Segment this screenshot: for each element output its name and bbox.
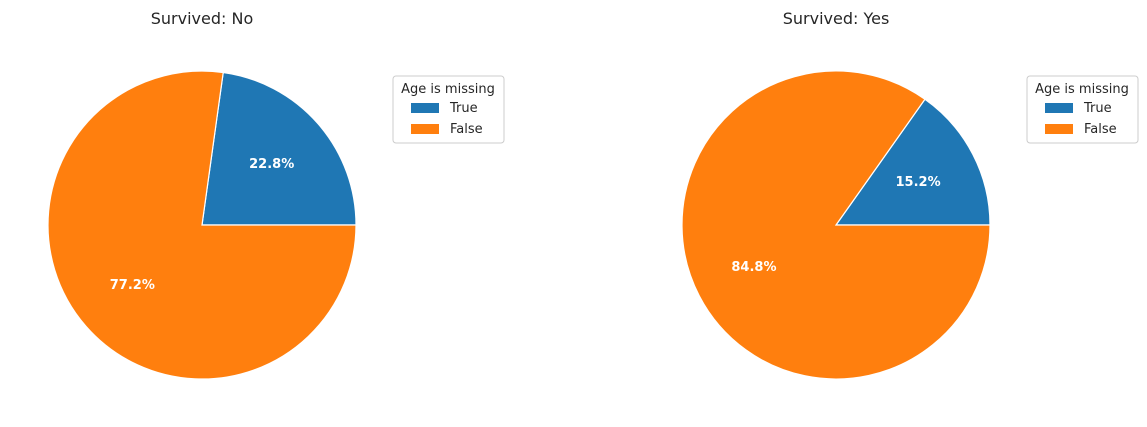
pie-percent-label: 77.2%	[110, 278, 155, 293]
legend-label-false: False	[450, 122, 483, 137]
pie: 22.8% 77.2%	[47, 70, 357, 380]
legend-title: Age is missing	[1035, 82, 1129, 97]
legend-swatch-false	[411, 124, 439, 134]
chart-title: Survived: No	[151, 9, 254, 28]
chart-survived-no: Survived: No 22.8% 77.2% Age is missing T…	[47, 9, 505, 380]
chart-title: Survived: Yes	[783, 9, 890, 28]
legend-swatch-true	[1045, 103, 1073, 113]
chart-survived-yes: Survived: Yes 15.2% 84.8% Age is missing …	[681, 9, 1139, 380]
pie-percent-label: 15.2%	[896, 175, 941, 190]
pie-slice-true	[834, 98, 991, 226]
pie-slice-false	[47, 70, 357, 380]
legend-label-true: True	[1083, 101, 1112, 116]
legend-label-true: True	[449, 101, 478, 116]
legend: Age is missing True False	[392, 75, 505, 144]
legend-swatch-false	[1045, 124, 1073, 134]
pie-percent-label: 84.8%	[731, 260, 776, 275]
pie-slice-true	[201, 71, 357, 226]
pie: 15.2% 84.8%	[681, 70, 991, 380]
legend-swatch-true	[411, 103, 439, 113]
legend: Age is missing True False	[1026, 75, 1139, 144]
pie-slice-false	[681, 70, 991, 380]
pie-percent-label: 22.8%	[249, 157, 294, 172]
legend-label-false: False	[1084, 122, 1117, 137]
legend-title: Age is missing	[401, 82, 495, 97]
